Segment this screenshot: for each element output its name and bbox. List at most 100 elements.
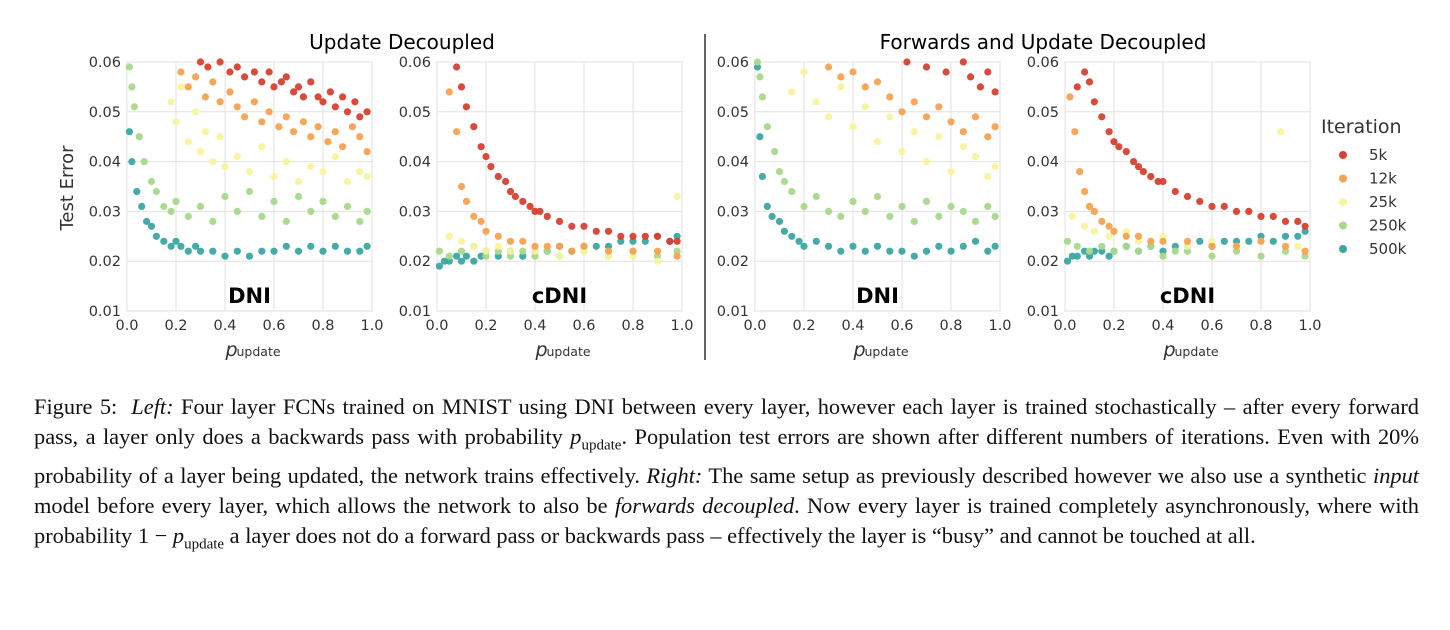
data-point xyxy=(800,202,808,210)
data-point xyxy=(241,113,249,121)
data-point xyxy=(1301,252,1309,260)
data-point xyxy=(1090,227,1098,235)
data-point xyxy=(971,153,980,161)
data-point xyxy=(837,83,845,91)
data-point xyxy=(343,177,352,186)
data-point xyxy=(1068,252,1076,260)
data-point xyxy=(307,78,315,86)
panel-label: cDNI xyxy=(532,284,587,308)
x-axis-label-subscript: update xyxy=(547,344,591,359)
data-point xyxy=(1269,237,1277,245)
series-12k xyxy=(1066,93,1309,255)
data-point xyxy=(837,73,845,81)
data-point xyxy=(795,237,803,245)
data-point xyxy=(1269,212,1277,220)
data-point xyxy=(824,63,833,71)
data-point xyxy=(125,128,133,136)
caption-text-5: . Now every layer is trained completely … xyxy=(34,492,1419,548)
data-point xyxy=(314,93,322,101)
data-point xyxy=(788,187,796,196)
data-point xyxy=(494,242,502,250)
caption-input-word: input xyxy=(1372,463,1419,489)
legend: Iteration 5k 12k 25k 250k 500k xyxy=(1321,116,1407,258)
data-point xyxy=(1208,237,1216,245)
data-point xyxy=(445,252,453,260)
data-point xyxy=(991,212,999,220)
data-point xyxy=(470,242,478,250)
series-25k xyxy=(1068,128,1302,250)
data-point xyxy=(653,257,662,265)
data-point xyxy=(204,63,212,71)
data-point xyxy=(265,108,273,116)
data-point xyxy=(307,207,315,215)
data-point xyxy=(1196,197,1204,205)
data-point xyxy=(922,247,931,255)
data-point xyxy=(470,257,478,265)
data-point xyxy=(629,247,637,255)
y-tick-label: 0.03 xyxy=(399,204,431,220)
data-point xyxy=(837,212,845,220)
data-point xyxy=(1122,148,1130,156)
data-point xyxy=(641,237,649,245)
data-point xyxy=(319,98,327,106)
x-tick-label: 0.4 xyxy=(213,318,236,334)
data-point xyxy=(506,187,515,196)
data-point xyxy=(299,93,307,101)
data-point xyxy=(568,247,576,255)
data-point xyxy=(250,68,258,76)
data-point xyxy=(617,232,625,240)
data-point xyxy=(1277,128,1285,136)
y-tick-label: 0.03 xyxy=(717,204,749,220)
data-point xyxy=(555,217,564,225)
series-25k xyxy=(788,68,999,181)
data-point xyxy=(1085,247,1094,255)
series-25k xyxy=(167,83,371,186)
data-point xyxy=(1183,192,1192,201)
data-point xyxy=(800,242,808,250)
y-tick-label: 0.04 xyxy=(1027,155,1059,171)
data-point xyxy=(356,133,364,141)
legend-label: 25k xyxy=(1369,193,1397,211)
data-point xyxy=(984,172,992,181)
series-5k xyxy=(196,58,371,121)
data-point xyxy=(138,202,146,210)
data-point xyxy=(258,143,266,151)
data-point xyxy=(673,252,681,260)
data-point xyxy=(1257,212,1265,220)
data-point xyxy=(1134,232,1143,240)
data-point xyxy=(1147,172,1155,181)
data-point xyxy=(756,73,764,81)
data-point xyxy=(216,58,224,66)
data-point xyxy=(519,197,527,205)
data-point xyxy=(1134,247,1143,255)
data-point xyxy=(756,133,764,141)
data-point xyxy=(1257,232,1265,240)
data-point xyxy=(1208,202,1216,210)
y-tick-label: 0.01 xyxy=(89,304,121,320)
panel-1-dni: 0.0 0.2 0.4 0.6 0.8 1.0 0.01 0.02 0.03 0.04 0.05 0.… xyxy=(89,55,384,361)
data-point xyxy=(196,58,205,66)
data-point xyxy=(482,252,490,260)
data-point xyxy=(294,247,303,255)
data-point xyxy=(780,227,789,235)
data-point xyxy=(445,232,453,240)
x-tick-label: 0.6 xyxy=(572,318,595,334)
data-point xyxy=(506,252,515,260)
data-point xyxy=(1105,232,1113,240)
x-axis-label: p xyxy=(535,339,548,361)
data-point xyxy=(172,197,180,205)
data-point xyxy=(282,113,290,121)
data-point xyxy=(1232,242,1241,250)
series-250k xyxy=(753,58,999,225)
data-point xyxy=(910,98,918,106)
data-point xyxy=(935,242,943,250)
data-point xyxy=(1134,237,1143,245)
data-point xyxy=(462,103,470,111)
data-point xyxy=(1232,207,1241,215)
data-point xyxy=(1110,247,1118,255)
x-tick-label: 1.0 xyxy=(988,318,1011,334)
data-point xyxy=(959,207,967,215)
data-point xyxy=(959,242,967,250)
data-point xyxy=(184,212,192,220)
data-point xyxy=(771,148,779,156)
